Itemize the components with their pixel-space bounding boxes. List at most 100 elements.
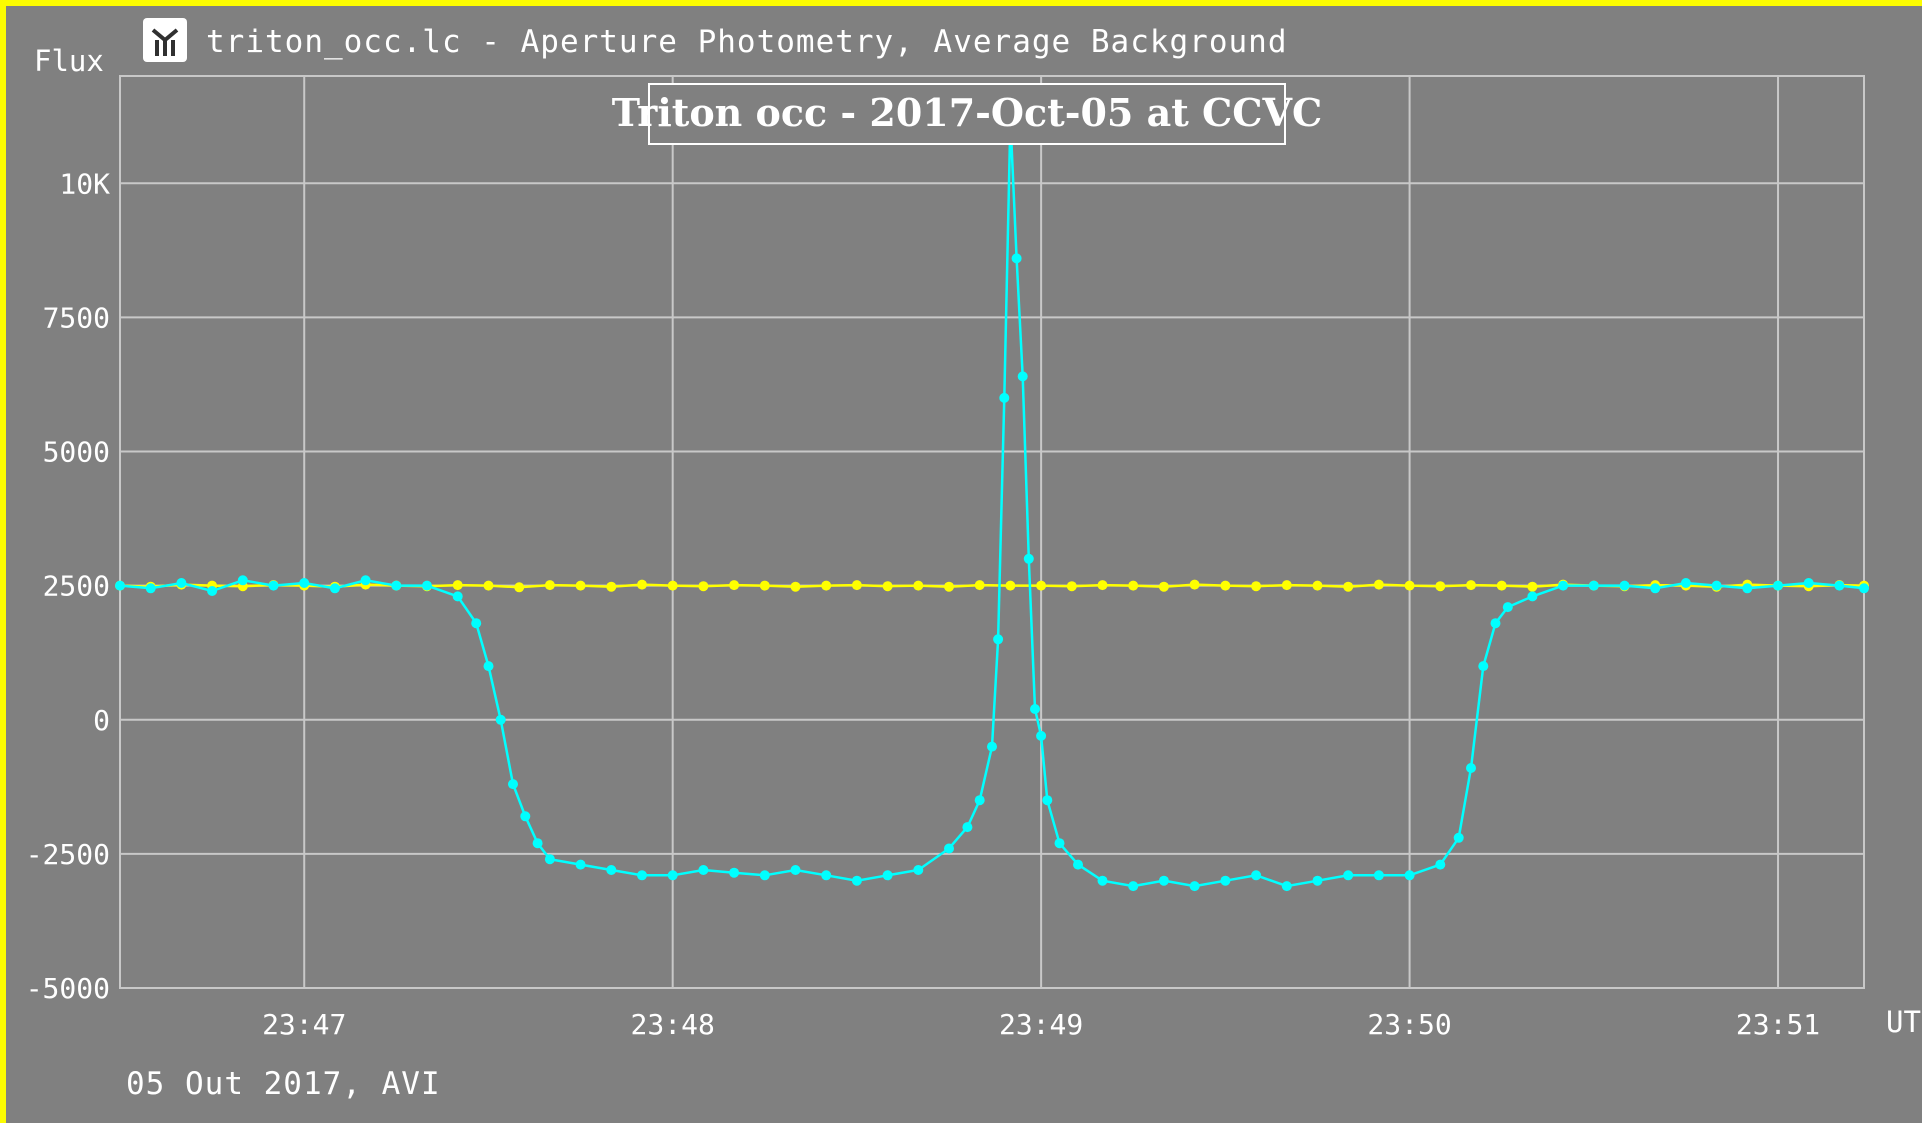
comparison-data-point — [1527, 581, 1538, 592]
target-data-point — [1097, 875, 1108, 886]
comparison-data-point — [1281, 580, 1292, 591]
comparison-data-point — [606, 581, 617, 592]
comparison-data-point — [483, 580, 494, 591]
comparison-data-point — [1097, 580, 1108, 591]
target-data-point — [1312, 875, 1323, 886]
target-data-point — [207, 586, 218, 596]
y-tick-label: 7500 — [43, 301, 110, 334]
comparison-data-point — [1189, 579, 1200, 590]
target-data-point — [1742, 583, 1753, 594]
grid-lines — [120, 76, 1864, 989]
target-data-point — [999, 392, 1010, 403]
target-data-point — [1466, 763, 1476, 773]
comparison-data-point — [667, 580, 678, 591]
recording-date-caption: 05 Out 2017, AVI — [126, 1066, 441, 1102]
target-data-point — [1128, 881, 1139, 892]
y-tick-label: 5000 — [43, 436, 110, 469]
comparison-data-point — [882, 581, 893, 592]
target-data-point — [1803, 578, 1814, 588]
chart-title: Triton occ - 2017-Oct-05 at CCVC — [612, 90, 1322, 135]
target-data-point — [1680, 578, 1691, 588]
telescope-app-icon[interactable] — [143, 18, 187, 62]
target-data-point — [1017, 371, 1028, 382]
comparison-data-point — [729, 580, 740, 591]
target-data-point — [729, 867, 740, 878]
target-data-point — [1619, 580, 1630, 591]
tick-labels: 10K 7500 5000 2500 0 -2500 -5000 23:47 23:48 23:4… — [26, 167, 1820, 1041]
target-data-point — [452, 591, 463, 602]
plot-window: 10K 7500 5000 2500 0 -2500 -5000 23:47 23:48 23:4… — [6, 6, 1922, 1123]
plot-area-border — [119, 75, 1865, 989]
target-data-point — [360, 575, 371, 586]
target-data-point — [1502, 602, 1513, 613]
y-tick-label: -5000 — [26, 972, 110, 1005]
comparison-data-point — [1466, 580, 1476, 591]
target-data-point — [698, 865, 709, 875]
comparison-data-point — [514, 582, 525, 593]
target-data-point — [637, 870, 647, 881]
comparison-data-point — [1066, 581, 1077, 592]
comparison-data-point — [821, 580, 832, 591]
comparison-data-point — [1251, 581, 1262, 592]
target-data-point — [1588, 580, 1599, 591]
comparison-data-point — [1373, 579, 1384, 590]
target-data-point — [532, 838, 543, 849]
target-data-point — [1023, 553, 1034, 564]
target-data-point — [1478, 661, 1489, 672]
comparison-data-point — [1312, 580, 1323, 591]
target-data-point — [520, 811, 531, 822]
target-data-point — [1435, 859, 1446, 870]
target-data-point — [851, 875, 862, 886]
x-axis-label: UT — [1886, 1005, 1921, 1039]
comparison-data-point — [1496, 580, 1507, 591]
target-data-point — [299, 578, 310, 588]
target-data-point — [606, 865, 617, 875]
target-data-point — [1251, 870, 1262, 881]
window-title: triton_occ.lc - Aperture Photometry, Ave… — [206, 24, 1288, 60]
comparison-data-point — [790, 581, 801, 592]
target-data-point — [483, 661, 494, 672]
chart-title-box — [648, 83, 1286, 145]
light-curve-chart: 10K 7500 5000 2500 0 -2500 -5000 23:47 23:48 23:4… — [26, 44, 1921, 1041]
series-layer — [115, 113, 1869, 892]
target-data-point — [1859, 583, 1869, 594]
comparison-data-point — [1435, 581, 1446, 592]
target-data-point — [962, 822, 973, 833]
comparison-data-point — [1220, 580, 1231, 591]
y-tick-label: 0 — [93, 704, 110, 737]
target-data-point — [944, 843, 954, 854]
target-data-point — [115, 580, 125, 591]
y-axis-label: Flux — [34, 44, 104, 78]
target-data-point — [495, 714, 506, 725]
target-data-point — [1011, 253, 1022, 264]
target-data-point — [391, 580, 402, 591]
comparison-data-point — [851, 580, 862, 591]
x-tick-label: 23:50 — [1367, 1008, 1451, 1041]
target-data-point — [987, 741, 997, 752]
target-data-point — [1189, 881, 1200, 892]
target-data-point — [508, 779, 518, 790]
target-data-point — [1453, 832, 1464, 843]
target-data-point — [667, 870, 678, 881]
target-data-point — [575, 859, 586, 870]
target-data-point — [1054, 838, 1065, 849]
target-data-point — [974, 795, 985, 806]
target-data-point — [759, 870, 770, 881]
target-data-point — [1281, 881, 1292, 892]
comparison-data-point — [637, 579, 647, 590]
target-data-point — [145, 583, 156, 594]
target-data-point — [1036, 730, 1047, 741]
x-tick-label: 23:51 — [1736, 1008, 1820, 1041]
comparison-data-point — [1404, 580, 1415, 591]
target-data-point — [1030, 704, 1040, 714]
target-data-point — [1373, 870, 1384, 881]
target-data-point — [1220, 875, 1231, 886]
y-tick-label: 10K — [59, 167, 110, 200]
target-data-point — [1558, 580, 1569, 591]
target-data-point — [1158, 875, 1169, 886]
comparison-data-point — [944, 581, 954, 592]
target-data-point — [329, 583, 340, 594]
target-data-point — [1834, 580, 1845, 591]
target-data-point — [1650, 583, 1661, 594]
target-star-series — [115, 113, 1869, 892]
